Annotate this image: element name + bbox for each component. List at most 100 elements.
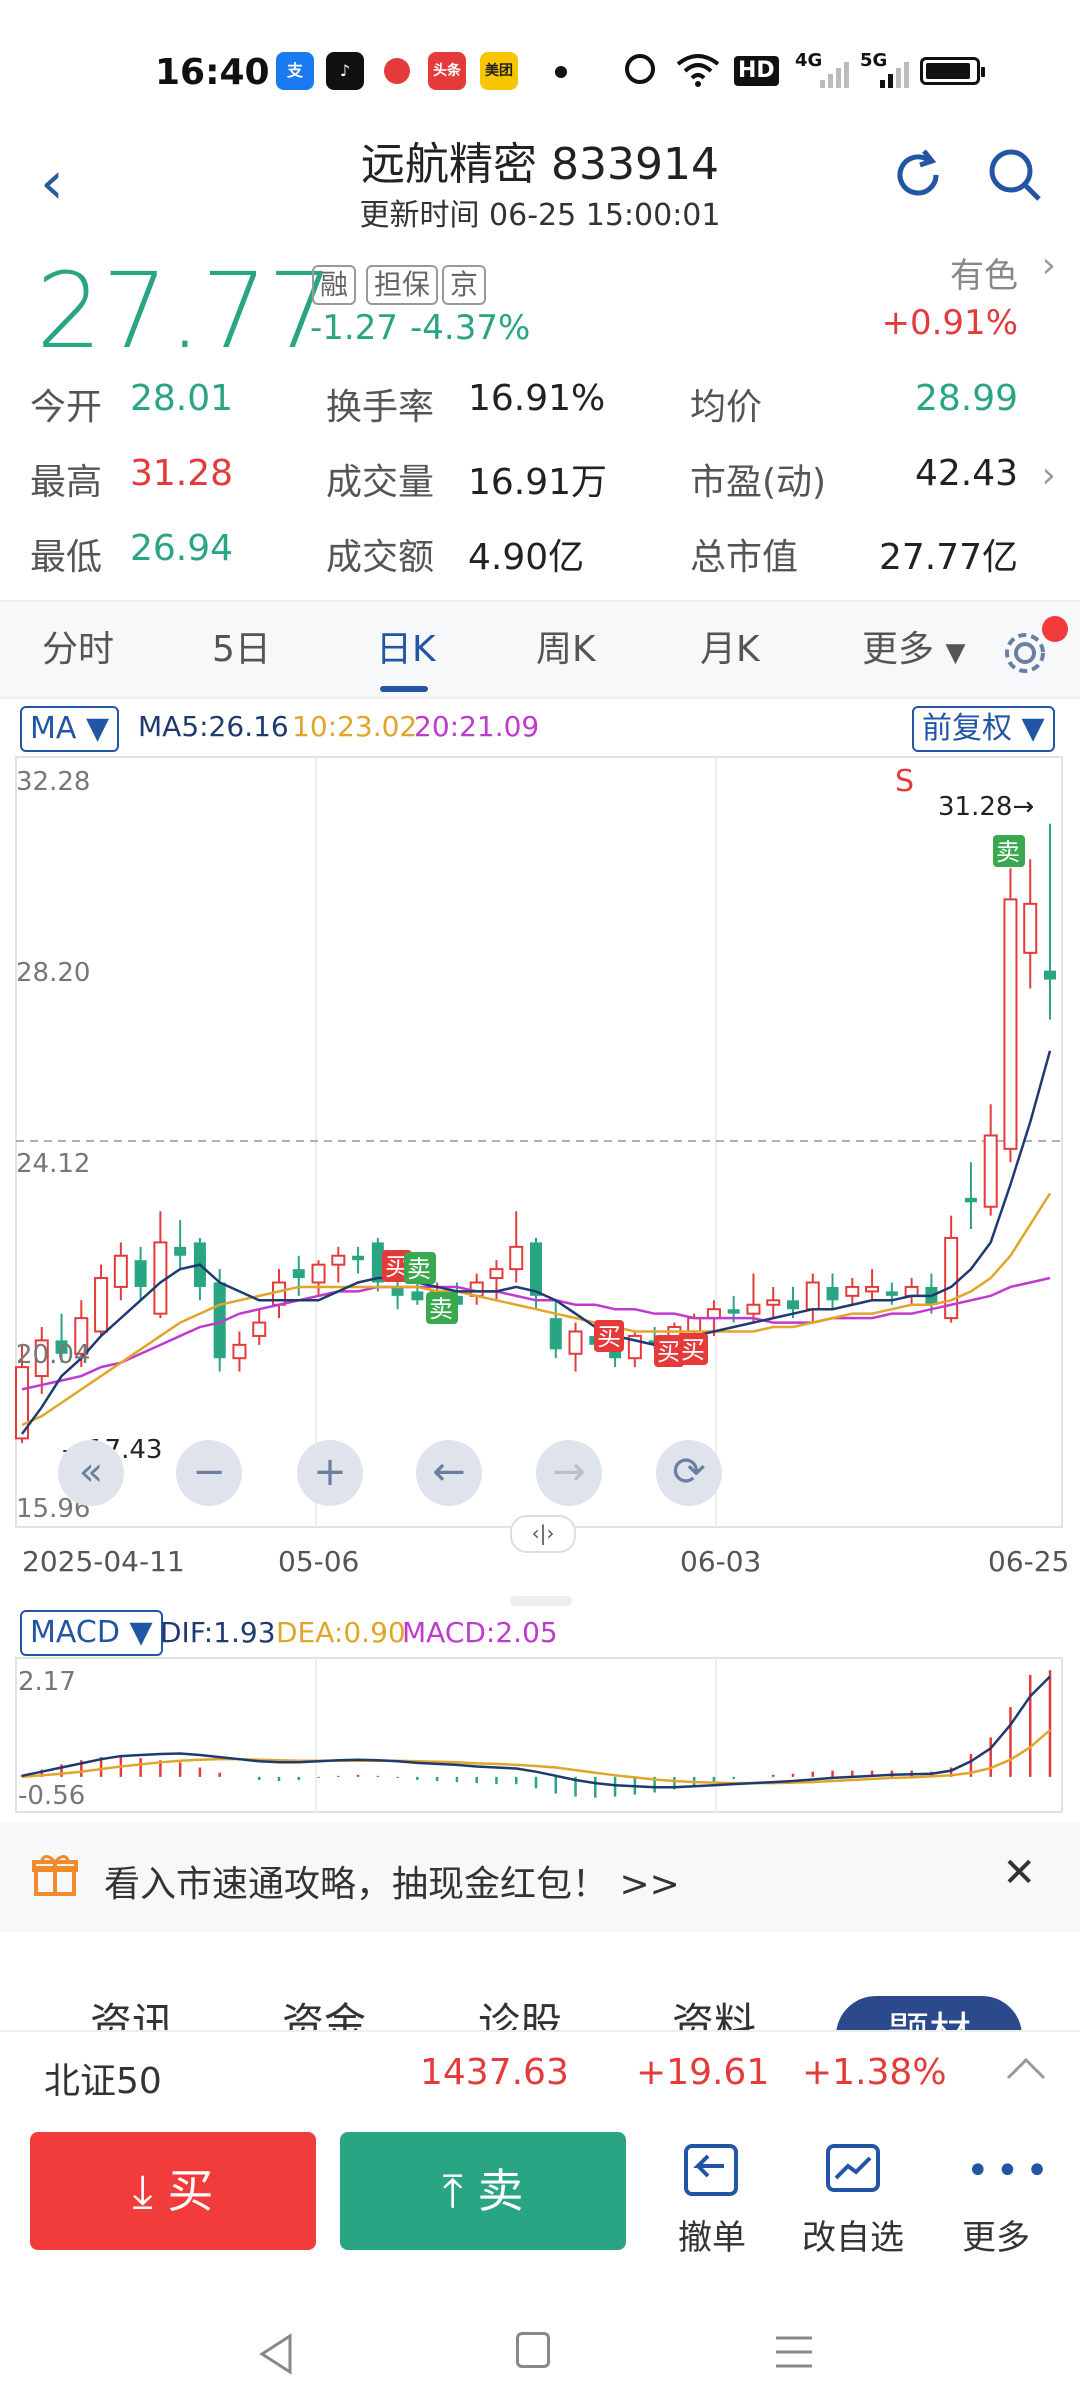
industry-change: +0.91% [881, 303, 1019, 343]
candle [232, 1331, 247, 1372]
panel-resize-handle[interactable] [510, 1596, 572, 1606]
refresh-icon[interactable] [888, 145, 948, 209]
scroll-left-button[interactable]: ← [416, 1440, 482, 1506]
tab-5day[interactable]: 5日 [212, 629, 271, 670]
svg-text:买: 买 [681, 1336, 705, 1364]
cancel-order-icon[interactable] [680, 2140, 742, 2204]
scroll-fast-left-button[interactable]: « [58, 1440, 124, 1506]
candle [805, 1273, 820, 1323]
label-high: 最高 [30, 462, 103, 503]
signal-icon [820, 60, 850, 92]
section-tab-profile[interactable]: 资料 [672, 1999, 757, 2030]
chevron-up-icon[interactable] [1004, 2048, 1048, 2092]
section-tab-diagnosis[interactable]: 诊股 [478, 1999, 563, 2030]
label-volume: 成交量 [326, 462, 435, 503]
svg-text:卖: 卖 [429, 1295, 453, 1323]
value-pe: 42.43 [914, 453, 1018, 494]
notification-dot [1042, 616, 1068, 642]
gear-icon[interactable] [1000, 628, 1050, 682]
page-title: 远航精密 833914 [361, 139, 719, 190]
label-pe: 市盈(动) [690, 462, 827, 503]
date-label-3: 06-03 [680, 1545, 762, 1578]
signal-icon-2 [880, 60, 910, 92]
candle [1044, 823, 1056, 1020]
index-change: +19.61 [636, 2052, 770, 2093]
candle [113, 1242, 128, 1301]
candle [15, 1344, 29, 1443]
candle [174, 1220, 187, 1270]
tag-guarantee: 担保 [366, 265, 439, 305]
section-tab-news[interactable]: 资讯 [90, 1999, 175, 2030]
drag-handle[interactable]: ‹|› [510, 1515, 576, 1553]
svg-text:卖: 卖 [996, 838, 1020, 866]
value-high: 31.28 [130, 453, 234, 494]
index-bar[interactable] [0, 2030, 1080, 2116]
close-icon[interactable]: ✕ [1002, 1850, 1036, 1896]
candle [1003, 868, 1018, 1163]
candle [391, 1278, 404, 1310]
date-label-start: 2025-04-11 [22, 1545, 185, 1578]
buy-marker: 买 [654, 1335, 684, 1367]
sell-button[interactable]: ⤒ 卖 [340, 2132, 626, 2250]
section-tab-theme[interactable]: 题材 [836, 1996, 1022, 2030]
cancel-order-label[interactable]: 撤单 [678, 2218, 746, 2258]
watchlist-edit-label[interactable]: 改自选 [802, 2218, 904, 2258]
macd-indicator-label: MACD [30, 1615, 120, 1650]
candle [865, 1269, 880, 1301]
zoom-out-button[interactable]: − [176, 1440, 242, 1506]
zoom-in-button[interactable]: + [297, 1440, 363, 1506]
date-label-end: 06-25 [988, 1545, 1070, 1578]
scroll-right-button[interactable]: → [536, 1440, 602, 1506]
adjust-select[interactable]: 前复权 ▼ [912, 706, 1055, 752]
hd-indicator: HD [734, 56, 779, 86]
adjust-label: 前复权 [922, 711, 1012, 746]
search-icon[interactable] [985, 145, 1045, 209]
tab-weekly-k[interactable]: 周K [536, 629, 596, 670]
candle [964, 1162, 977, 1230]
current-price: 27.77 [36, 250, 334, 372]
candle [352, 1246, 365, 1274]
ma10-value: 10:23.02 [292, 710, 418, 743]
candle [94, 1264, 109, 1336]
macd-chart[interactable]: 2.17 -0.56 [0, 1656, 1080, 1814]
tab-daily-k[interactable]: 日K [376, 629, 436, 670]
back-button[interactable]: ‹ [40, 148, 64, 218]
ma5-line [20, 1050, 1052, 1435]
candle [55, 1313, 68, 1363]
tag-bse: 京 [442, 265, 487, 305]
nav-menu-icon[interactable] [774, 2332, 814, 2376]
candle [1023, 859, 1038, 989]
tab-monthly-k[interactable]: 月K [700, 629, 760, 670]
nav-back-icon[interactable] [256, 2332, 296, 2380]
indicator-select[interactable]: MA ▼ [20, 706, 120, 752]
caret-down-icon: ▼ [945, 638, 966, 668]
ma10-line [21, 1192, 1052, 1427]
tab-more-label: 更多 [862, 629, 935, 670]
s-marker: S [895, 764, 914, 799]
more-label[interactable]: 更多 [962, 2218, 1030, 2258]
kline-chart[interactable]: 32.28 28.20 24.12 20.04 15.96 —17.43 31.… [0, 755, 1080, 1530]
watchlist-edit-icon[interactable] [822, 2140, 888, 2204]
tab-intraday[interactable]: 分时 [42, 629, 115, 670]
label-avg: 均价 [690, 387, 763, 428]
nav-home-icon[interactable] [516, 2332, 550, 2368]
chevron-right-icon[interactable]: › [1041, 455, 1056, 496]
tag-margin: 融 [312, 265, 357, 305]
buy-label: 买 [167, 2164, 214, 2218]
chevron-right-icon[interactable]: › [1041, 245, 1056, 286]
sell-marker: 卖 [426, 1292, 458, 1324]
buy-button[interactable]: ⤓ 买 [30, 2132, 316, 2250]
tab-more[interactable]: 更多 ▼ [862, 620, 965, 672]
section-tab-funds[interactable]: 资金 [282, 1999, 367, 2030]
app-icon [378, 52, 416, 90]
industry-name[interactable]: 有色 [950, 256, 1018, 296]
rotate-screen-button[interactable]: ⟳ [656, 1440, 722, 1506]
tiktok-icon: ♪ [326, 52, 364, 90]
price-change: -1.27 [310, 308, 398, 348]
high-marker: 31.28→ [938, 792, 1034, 822]
more-icon[interactable]: ••• [966, 2148, 1055, 2194]
svg-text:买: 买 [657, 1338, 681, 1366]
promo-banner[interactable] [0, 1822, 1080, 1932]
macd-indicator-select[interactable]: MACD ▼ [20, 1610, 163, 1656]
dea-line [21, 1729, 1051, 1785]
